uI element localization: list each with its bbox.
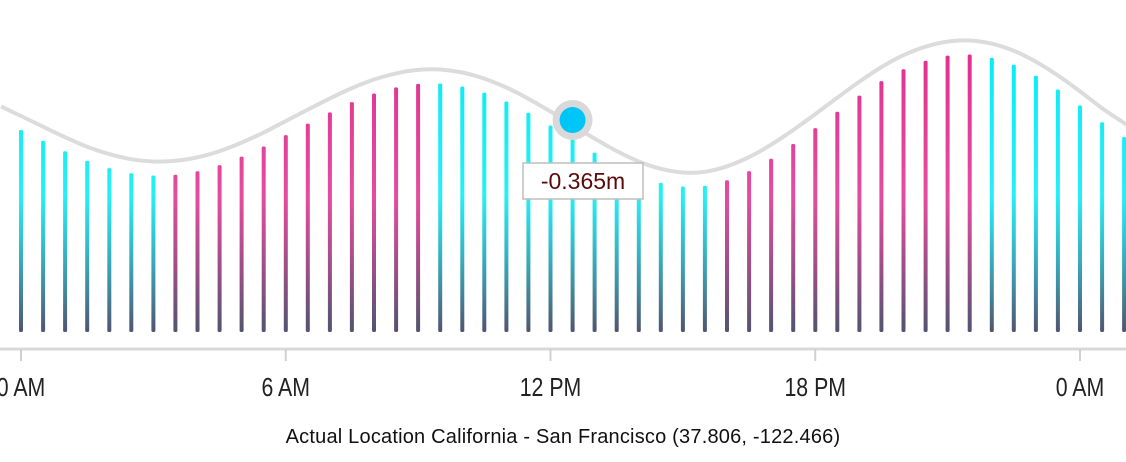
tide-bar <box>504 101 509 332</box>
tide-bar <box>791 144 796 332</box>
tide-bar <box>1033 75 1038 332</box>
x-tick-label: 18 PM <box>784 373 846 403</box>
tide-bar <box>835 111 840 332</box>
tide-bar <box>173 174 178 332</box>
tide-bar <box>482 92 487 332</box>
tide-bar <box>327 112 332 333</box>
tide-bar <box>239 156 244 332</box>
tide-bar <box>989 57 994 332</box>
tide-bar <box>85 160 90 332</box>
tide-bar <box>41 140 46 332</box>
tide-bar <box>901 69 906 332</box>
tide-bar <box>702 185 707 332</box>
tide-bar <box>725 180 729 332</box>
tide-bar <box>1122 137 1126 332</box>
tide-bar <box>416 83 421 333</box>
tide-bar <box>967 54 972 332</box>
tide-bar <box>1055 89 1060 332</box>
tide-bar <box>283 135 288 332</box>
tide-bar <box>636 175 641 332</box>
tide-bar <box>1100 122 1105 332</box>
tide-bar <box>857 95 862 332</box>
value-tooltip <box>522 162 644 200</box>
tide-bar <box>129 173 134 332</box>
tide-bar <box>813 128 818 332</box>
x-tick-label: 0 AM <box>0 373 45 403</box>
tide-bar <box>19 130 23 332</box>
tide-bar <box>747 171 752 332</box>
tide-bar <box>769 158 774 332</box>
highlight-group[interactable]: -0.365m <box>522 100 644 200</box>
tide-bar <box>349 102 354 332</box>
tide-bar <box>107 168 112 332</box>
tide-bar <box>658 182 663 332</box>
tide-bar <box>394 87 399 333</box>
tide-bar <box>261 146 266 332</box>
tide-bar <box>923 60 928 332</box>
tide-bar <box>614 165 619 332</box>
tide-bar <box>680 186 685 332</box>
value-tooltip-text: -0.365m <box>541 168 625 194</box>
location-caption: Actual Location California - San Francis… <box>285 426 841 448</box>
tide-bar <box>526 112 531 332</box>
x-tick-label: 0 AM <box>1056 373 1105 403</box>
tide-bar <box>548 125 553 332</box>
tide-bar <box>1078 105 1082 333</box>
tide-bar <box>217 165 222 332</box>
tide-bar <box>63 151 68 332</box>
x-tick-label: 12 PM <box>520 373 582 403</box>
tide-bar <box>460 86 465 332</box>
tide-bar <box>1011 64 1016 333</box>
tide-bar <box>305 123 310 332</box>
x-tick-label: 6 AM <box>261 373 310 403</box>
tide-bar <box>879 81 884 332</box>
tide-bar <box>372 93 376 332</box>
highlight-marker[interactable] <box>559 107 586 133</box>
x-axis-ticks: 0 AM 6 AM 12 PM 18 PM 0 AM <box>0 349 1104 403</box>
tide-bar <box>151 175 156 332</box>
tide-bar <box>945 55 950 332</box>
tide-bar <box>438 83 443 332</box>
tide-bar <box>195 171 200 332</box>
